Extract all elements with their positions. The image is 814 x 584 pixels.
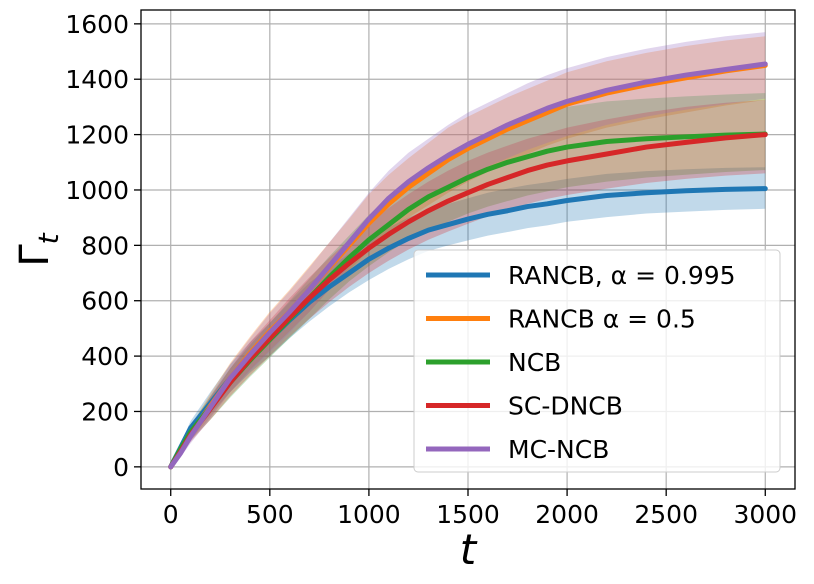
x-tick-label: 500 — [246, 500, 294, 529]
x-tick-label: 2500 — [634, 500, 698, 529]
y-axis-ticks: 0 200 400 600 800 1000 1200 1400 1600 — [65, 10, 141, 482]
y-tick-label: 1600 — [65, 10, 129, 39]
x-tick-label: 1500 — [436, 500, 500, 529]
series-lines — [168, 61, 768, 470]
line-sc-dncb — [168, 132, 768, 470]
x-tick-label: 3000 — [733, 500, 797, 529]
y-tick-label: 1400 — [65, 65, 129, 94]
band-ncb — [170, 93, 766, 467]
y-tick-label: 1200 — [65, 121, 129, 150]
legend-label-sc-dncb: SC-DNCB — [508, 392, 623, 421]
y-tick-label: 1000 — [65, 176, 129, 205]
x-tick-label: 0 — [163, 500, 179, 529]
legend-label-rancb-0-995: RANCB, α = 0.995 — [508, 261, 736, 290]
y-axis-label: Γt — [12, 232, 65, 266]
legend-label-ncb: NCB — [508, 348, 561, 377]
y-tick-label: 0 — [113, 453, 129, 482]
line-mc-ncb — [168, 61, 768, 470]
y-tick-label: 200 — [81, 397, 129, 426]
x-tick-label: 1000 — [337, 500, 401, 529]
legend-label-rancb-0-5: RANCB α = 0.5 — [508, 305, 696, 334]
band-rancb-0-5 — [170, 36, 766, 467]
y-tick-label: 600 — [81, 287, 129, 316]
legend: RANCB, α = 0.995 RANCB α = 0.5 NCB SC-DNCB M… — [413, 249, 781, 473]
x-axis-ticks: 0 500 1000 1500 2000 2500 3000 — [163, 489, 797, 529]
legend-label-mc-ncb: MC-NCB — [508, 435, 609, 464]
x-axis-label: t — [460, 525, 478, 574]
y-tick-label: 800 — [81, 231, 129, 260]
y-tick-label: 400 — [81, 342, 129, 371]
x-tick-label: 2000 — [535, 500, 599, 529]
legend-frame — [413, 249, 781, 473]
